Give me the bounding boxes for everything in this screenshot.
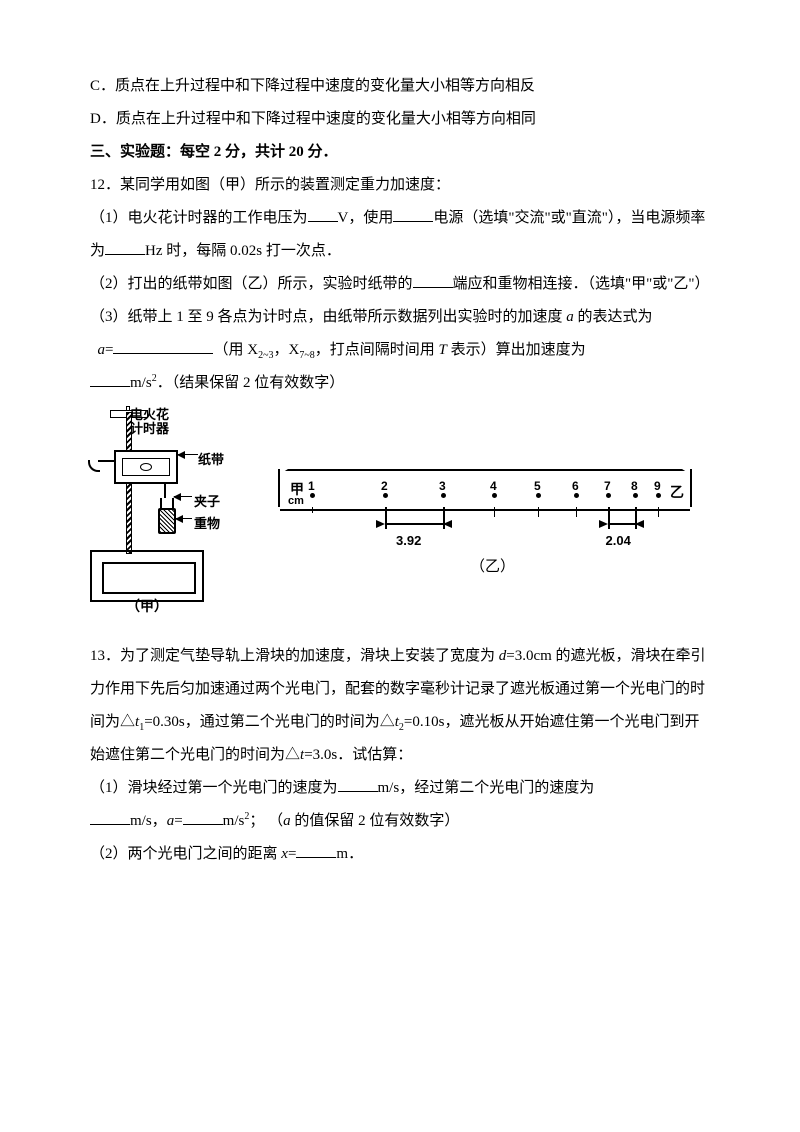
blank-freq	[105, 239, 145, 255]
blank-v2	[90, 809, 130, 825]
var-a: a	[566, 309, 574, 325]
blank-a	[183, 809, 223, 825]
text: 端应和重物相连接．（选填"甲"或"乙"）	[453, 276, 710, 292]
var-x: x	[281, 846, 288, 862]
text: （1）滑块经过第一个光电门的速度为	[90, 780, 338, 796]
text: V，使用	[338, 210, 394, 226]
text: Hz 时，每隔 0.02s 打一次点．	[145, 243, 341, 259]
tape-num-4: 4	[490, 473, 497, 499]
tape-num-7: 7	[604, 473, 611, 499]
q12-part3: （3）纸带上 1 至 9 各点为计时点，由纸带所示数据列出实验时的加速度 a 的…	[90, 301, 710, 334]
dim-tick	[608, 507, 610, 529]
text: 表示）算出加速度为	[447, 342, 586, 358]
tape-num-5: 5	[534, 473, 541, 499]
label-weight: 重物	[194, 510, 220, 539]
var-a: a	[283, 813, 291, 829]
tape-label-cm: cm	[288, 489, 304, 513]
blank-power-type	[393, 206, 433, 222]
q13-part1: 13．为了测定气垫导轨上滑块的加速度，滑块上安装了宽度为 d=3.0cm 的遮光…	[90, 640, 710, 772]
text: （1）电火花计时器的工作电压为	[90, 210, 308, 226]
tape-num-2: 2	[381, 473, 388, 499]
tape-label-yi: 乙	[670, 477, 684, 508]
text: 的值保留 2 位有效数字）	[291, 813, 460, 829]
eq: =	[288, 846, 296, 862]
figure-row: 电火花计时器 纸带 夹子 重物 （甲） 甲 cm 乙 123456789	[90, 410, 710, 620]
q12-intro: 12．某同学用如图（甲）所示的装置测定重力加速度：	[90, 169, 710, 202]
text: m/s	[223, 813, 245, 829]
var-a: a	[94, 342, 105, 358]
q12-part1: （1）电火花计时器的工作电压为V，使用电源（选填"交流"或"直流"），当电源频率…	[90, 202, 710, 268]
blank-x	[296, 842, 336, 858]
text: ，打点间隔时间用	[315, 342, 439, 358]
q13-part3: （2）两个光电门之间的距离 x= m．	[90, 838, 710, 871]
text: 的表达式为	[574, 309, 653, 325]
sub: 2~3	[258, 350, 273, 361]
eq: =	[174, 813, 182, 829]
text: 13．为了测定气垫导轨上滑块的加速度，滑块上安装了宽度为	[90, 648, 499, 664]
blank-tape-end	[413, 272, 453, 288]
tape-num-8: 8	[631, 473, 638, 499]
text: （3）纸带上 1 至 9 各点为计时点，由纸带所示数据列出实验时的加速度	[90, 309, 566, 325]
text: （用 X	[213, 342, 258, 358]
eq: =	[105, 342, 113, 358]
text: （2）两个光电门之间的距离	[90, 846, 281, 862]
q12-part2: （2）打出的纸带如图（乙）所示，实验时纸带的 端应和重物相连接．（选填"甲"或"乙…	[90, 268, 710, 301]
q12-part3b: a= （用 X2~3，X7~8，打点间隔时间用 T 表示）算出加速度为	[90, 334, 710, 367]
label-tape: 纸带	[198, 446, 224, 475]
figure-caption-yi: （乙）	[470, 551, 515, 584]
dim-text-204: 2.04	[606, 527, 631, 556]
tape-num-1: 1	[308, 473, 315, 499]
text: ．（结果保留 2 位有效数字）	[157, 375, 345, 391]
blank-accel	[90, 371, 130, 387]
tape-num-3: 3	[439, 473, 446, 499]
blank-voltage	[308, 206, 338, 222]
q12-part3c: m/s2．（结果保留 2 位有效数字）	[90, 367, 710, 400]
figure-tape: 甲 cm 乙 123456789 3.92 2.04	[280, 465, 690, 565]
text: =3.0s．试估算：	[304, 747, 412, 763]
q13-part2b: m/s，a=m/s2； （a 的值保留 2 位有效数字）	[90, 805, 710, 838]
figure-caption-jia: （甲）	[126, 593, 168, 624]
text: ； （	[249, 813, 283, 829]
tape-num-9: 9	[654, 473, 661, 499]
label-spark: 电火花计时器	[130, 408, 169, 437]
text: m．	[336, 846, 363, 862]
sub: 7~8	[299, 350, 314, 361]
q13-part2: （1）滑块经过第一个光电门的速度为 m/s，经过第二个光电门的速度为	[90, 772, 710, 805]
dim-tick	[385, 507, 387, 529]
text: ，X	[273, 342, 299, 358]
text: m/s	[130, 375, 152, 391]
text: （2）打出的纸带如图（乙）所示，实验时纸带的	[90, 276, 413, 292]
option-c: C．质点在上升过程中和下降过程中速度的变化量大小相等方向相反	[90, 70, 710, 103]
dim-text-392: 3.92	[396, 527, 421, 556]
blank-expr	[113, 338, 213, 354]
section-3-title: 三、实验题：每空 2 分，共计 20 分．	[90, 136, 710, 169]
blank-v1	[338, 776, 378, 792]
text: m/s，	[130, 813, 167, 829]
figure-apparatus: 电火花计时器 纸带 夹子 重物 （甲）	[90, 410, 250, 620]
var-t: T	[439, 342, 447, 358]
text: m/s，经过第二个光电门的速度为	[378, 780, 595, 796]
tape-num-6: 6	[572, 473, 579, 499]
text: =0.30s，通过第二个光电门的时间为△	[144, 714, 395, 730]
option-d: D．质点在上升过程中和下降过程中速度的变化量大小相等方向相同	[90, 103, 710, 136]
